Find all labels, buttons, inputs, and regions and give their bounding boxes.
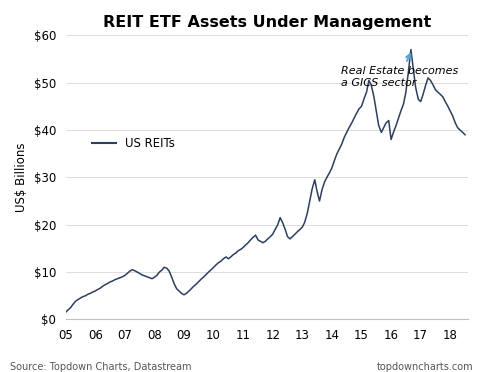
Text: topdowncharts.com: topdowncharts.com (377, 362, 473, 372)
US REITs (435, 90, 440, 94)
US REITs (63, 310, 69, 315)
Legend: US REITs: US REITs (87, 132, 180, 155)
US REITs (405, 71, 411, 76)
US REITs (462, 132, 468, 137)
US REITs (354, 111, 359, 116)
US REITs (460, 130, 466, 135)
Text: Source: Topdown Charts, Datastream: Source: Topdown Charts, Datastream (10, 362, 191, 372)
Y-axis label: US$ Billions: US$ Billions (15, 142, 28, 212)
US REITs (376, 123, 382, 128)
US REITs (174, 286, 180, 291)
Text: Real Estate becomes
a GICS sector: Real Estate becomes a GICS sector (341, 54, 458, 88)
Title: REIT ETF Assets Under Management: REIT ETF Assets Under Management (103, 15, 431, 30)
US REITs (408, 47, 414, 52)
Line: US REITs: US REITs (66, 49, 465, 312)
